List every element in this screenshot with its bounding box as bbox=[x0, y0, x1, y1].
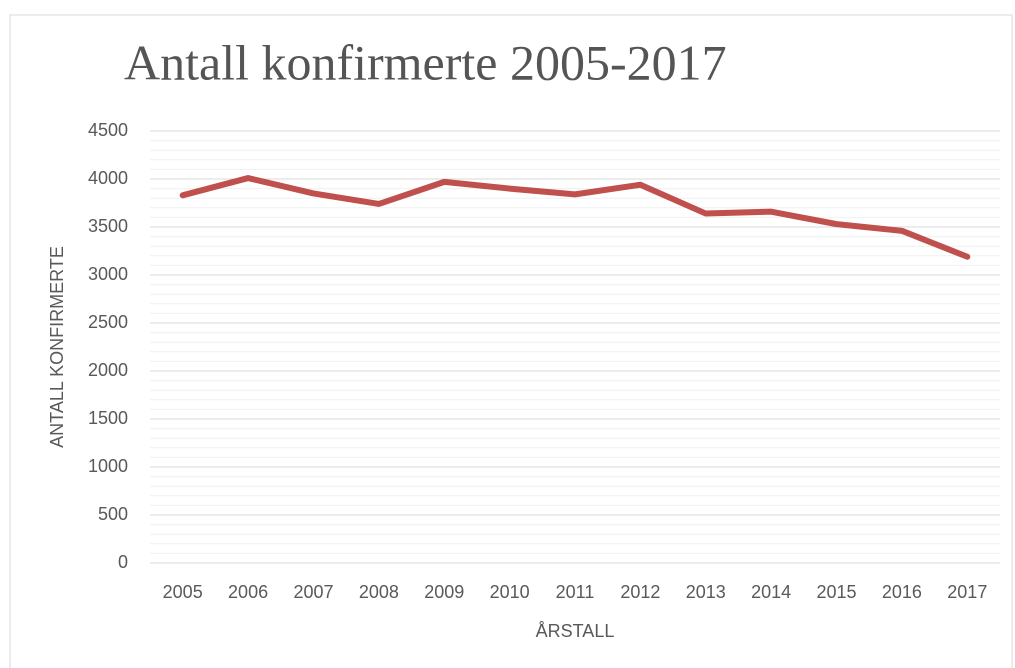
x-tick-label: 2005 bbox=[163, 582, 203, 602]
y-tick-label: 3000 bbox=[88, 264, 128, 284]
y-tick-label: 500 bbox=[98, 504, 128, 524]
x-tick-label: 2009 bbox=[424, 582, 464, 602]
data-line bbox=[179, 175, 971, 260]
y-tick-label: 4500 bbox=[88, 120, 128, 140]
x-tick-label: 2015 bbox=[817, 582, 857, 602]
y-tick-label: 4000 bbox=[88, 168, 128, 188]
x-tick-label: 2017 bbox=[947, 582, 987, 602]
x-tick-label: 2013 bbox=[686, 582, 726, 602]
y-tick-label: 0 bbox=[118, 552, 128, 572]
x-axis-label: ÅRSTALL bbox=[536, 621, 615, 641]
chart-frame bbox=[9, 14, 1013, 668]
x-tick-label: 2016 bbox=[882, 582, 922, 602]
x-tick-label: 2011 bbox=[556, 582, 595, 602]
x-tick-label: 2014 bbox=[751, 582, 791, 602]
x-tick-label: 2012 bbox=[620, 582, 660, 602]
x-tick-label: 2008 bbox=[359, 582, 399, 602]
x-tick-label: 2010 bbox=[490, 582, 530, 602]
y-tick-label: 1500 bbox=[88, 408, 128, 428]
chart-title: Antall konfirmerte 2005-2017 bbox=[124, 34, 727, 90]
y-tick-label: 3500 bbox=[88, 216, 128, 236]
x-tick-label: 2007 bbox=[293, 582, 333, 602]
y-tick-label: 1000 bbox=[88, 456, 128, 476]
y-tick-label: 2000 bbox=[88, 360, 128, 380]
y-tick-label: 2500 bbox=[88, 312, 128, 332]
x-tick-label: 2006 bbox=[228, 582, 268, 602]
y-axis-label: ANTALL KONFIRMERTE bbox=[47, 246, 67, 448]
